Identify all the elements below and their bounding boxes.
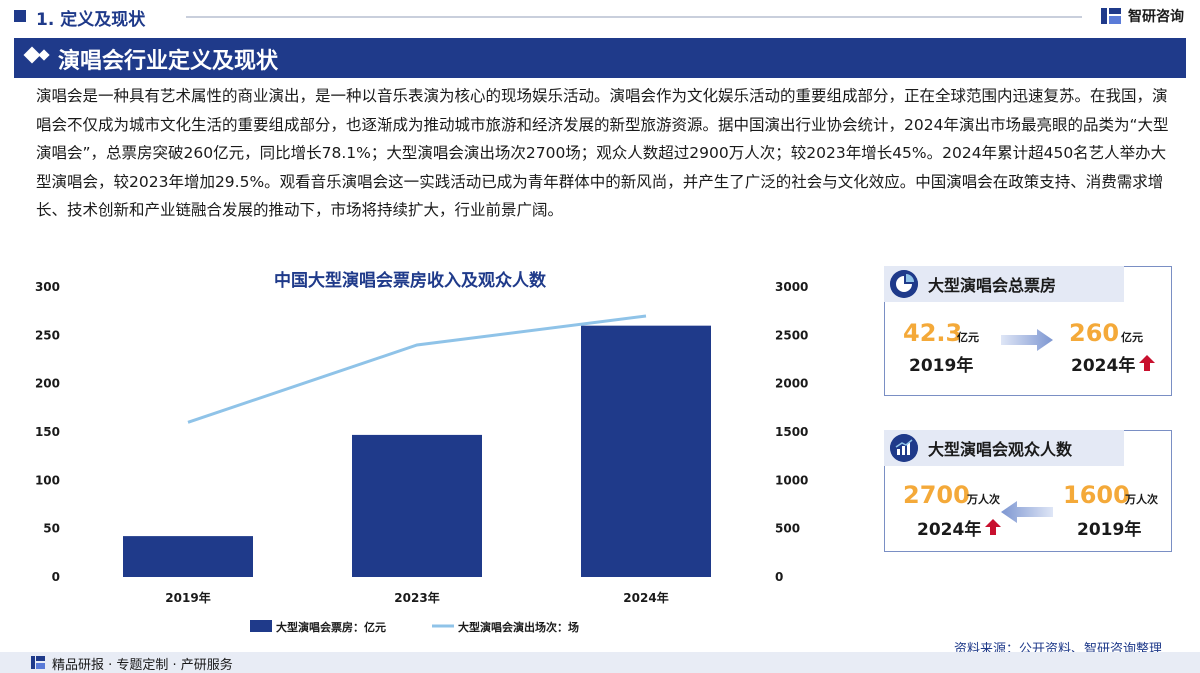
section-marker (14, 10, 26, 22)
card-header: 大型演唱会观众人数 (884, 430, 1124, 466)
intro-paragraph: 演唱会是一种具有艺术属性的商业演出，是一种以音乐表演为核心的现场娱乐活动。演唱会… (36, 87, 1169, 219)
footer-slogan: 精品研报 · 专题定制 · 产研服务 (52, 658, 233, 673)
title-banner: 演唱会行业定义及现状 (14, 38, 1186, 78)
y-tick-right: 2500 (775, 328, 808, 342)
bar-box-office (581, 325, 711, 577)
brand: 智研咨询 (1100, 6, 1184, 26)
old-value: 1600 (1063, 481, 1130, 509)
y-tick-right: 1000 (775, 473, 808, 487)
section-title: 1. 定义及现状 (36, 10, 146, 30)
card-title: 大型演唱会观众人数 (928, 440, 1073, 459)
card-box-office: 大型演唱会总票房 42.3 亿元 2019年 260 亿元 2024年 (884, 266, 1172, 396)
old-year: 2019年 (1077, 520, 1142, 540)
brand-logo-icon (1101, 8, 1121, 24)
y-tick-left: 50 (43, 522, 60, 536)
y-tick-left: 300 (35, 280, 60, 294)
top-bar: 1. 定义及现状 智研咨询 (0, 0, 1200, 34)
card-header: 大型演唱会总票房 (884, 266, 1124, 302)
to-year: 2024年 (1071, 356, 1136, 376)
legend-label-bar: 大型演唱会票房：亿元 (276, 620, 386, 634)
y-tick-left: 100 (35, 473, 60, 487)
pie-chart-icon (890, 270, 918, 298)
from-value: 42.3 (903, 319, 963, 347)
y-tick-right: 2000 (775, 377, 808, 391)
x-tick-label: 2024年 (623, 590, 668, 605)
new-year: 2024年 (917, 520, 982, 540)
old-unit: 万人次 (1125, 493, 1158, 506)
y-tick-right: 500 (775, 522, 800, 536)
page-title: 演唱会行业定义及现状 (58, 49, 279, 74)
new-value: 2700 (903, 481, 970, 509)
y-tick-left: 200 (35, 377, 60, 391)
card-title: 大型演唱会总票房 (928, 276, 1057, 295)
line-series-shows (187, 314, 647, 424)
y-tick-right: 3000 (775, 280, 808, 294)
bar-box-office (352, 434, 482, 577)
up-arrow-icon (1139, 355, 1155, 371)
card-audience: 大型演唱会观众人数 2700 万人次 2024年 1600 万人次 2019年 (884, 430, 1172, 552)
y-tick-left: 150 (35, 425, 60, 439)
to-unit: 亿元 (1121, 331, 1143, 344)
diamond-small-icon (38, 49, 50, 61)
bar-box-office (123, 536, 253, 577)
divider (186, 16, 1082, 18)
y-tick-left: 0 (52, 570, 60, 584)
combo-chart: 0 50 100 150 200 250 300 0 500 1000 1500 2000 2500 3… (35, 280, 808, 634)
y-tick-left: 250 (35, 328, 60, 342)
x-tick-label: 2019年 (165, 590, 210, 605)
chart-title: 中国大型演唱会票房收入及观众人数 (274, 271, 546, 291)
chart-legend: 大型演唱会票房：亿元 大型演唱会演出场次：场 (250, 620, 579, 634)
footer-bar: 精品研报 · 专题定制 · 产研服务 (0, 652, 1200, 673)
legend-swatch-bar (250, 620, 272, 632)
bar-chart-icon (890, 434, 918, 462)
up-arrow-icon (985, 519, 1001, 535)
brand-logo-icon (31, 656, 45, 669)
brand-name: 智研咨询 (1128, 9, 1184, 25)
arrow-left-icon (1001, 501, 1053, 523)
legend-label-line: 大型演唱会演出场次：场 (458, 620, 579, 634)
from-unit: 亿元 (957, 331, 979, 344)
from-year: 2019年 (909, 356, 974, 376)
arrow-right-icon (1001, 329, 1053, 351)
to-value: 260 (1069, 319, 1120, 347)
y-tick-right: 0 (775, 570, 783, 584)
x-tick-label: 2023年 (394, 590, 439, 605)
y-tick-right: 1500 (775, 425, 808, 439)
new-unit: 万人次 (967, 493, 1000, 506)
